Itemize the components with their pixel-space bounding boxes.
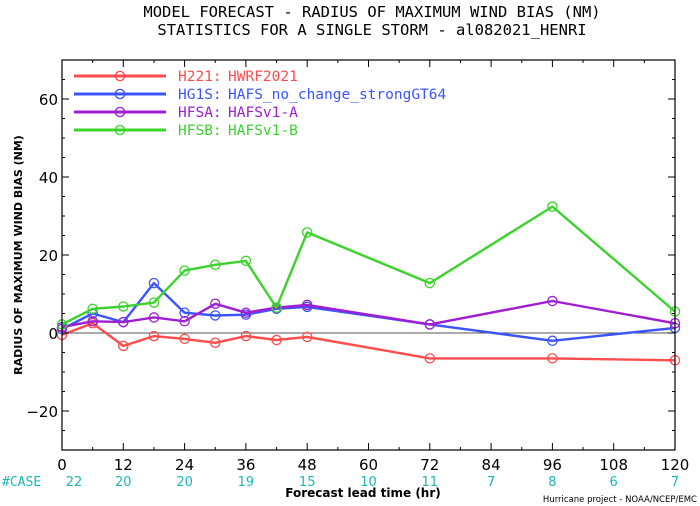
series-3-point	[301, 227, 313, 238]
x-tick-label: 84	[482, 456, 501, 474]
series-2-point	[240, 307, 252, 318]
x-tick-label: 36	[236, 456, 255, 474]
legend-name-3: HAFSv1-B	[228, 123, 298, 139]
chart-title-line-2: STATISTICS FOR A SINGLE STORM - al082021…	[157, 21, 586, 39]
legend-marker-3	[114, 124, 126, 136]
series-line-2	[61, 299, 676, 329]
x-axis-label: Forecast lead time (hr)	[285, 486, 441, 500]
series-0-point	[547, 353, 558, 364]
series-0-point	[148, 330, 160, 342]
y-tick-label: 20	[39, 247, 58, 265]
plot-frame	[61, 59, 676, 451]
legend-code-2: HFSA:	[178, 105, 222, 121]
legend-name-0: HWRF2021	[228, 69, 298, 85]
x-tick-label: 72	[420, 456, 439, 474]
series-2-point	[148, 312, 160, 323]
x-tick-label: 48	[298, 456, 317, 474]
series-0-point	[301, 331, 313, 343]
series-3-point	[547, 201, 558, 212]
x-tick-label: 24	[175, 456, 194, 474]
case-count: 19	[238, 475, 255, 490]
series-3-point	[87, 303, 98, 315]
case-count: 15	[299, 475, 316, 490]
legend-code-0: H221:	[178, 69, 222, 85]
series-3-point	[209, 259, 221, 270]
case-row-label: #CASE	[2, 475, 41, 490]
series-3-point	[240, 255, 252, 267]
series-3-point	[179, 265, 190, 276]
case-count: 6	[610, 475, 618, 490]
case-count: 10	[360, 475, 377, 490]
series-0-point	[209, 337, 221, 348]
series-0-point	[179, 333, 190, 345]
series-3-point	[424, 277, 436, 289]
legend-marker-2	[114, 106, 126, 118]
series-3-point	[148, 297, 160, 308]
case-count: 11	[422, 475, 439, 490]
credit-text: Hurricane project - NOAA/NCEP/EMC	[543, 495, 697, 505]
x-tick-label: 108	[599, 456, 628, 474]
y-tick-label: 40	[39, 169, 58, 187]
x-tick-label: 120	[661, 456, 690, 474]
series-2-point	[118, 316, 129, 328]
y-tick-label: 60	[39, 91, 58, 109]
x-tick-label: 0	[57, 456, 67, 474]
legend-code-3: HFSB:	[178, 123, 222, 139]
series-3-point	[118, 301, 129, 312]
series-line-0	[61, 322, 676, 362]
series-0-point	[240, 330, 252, 342]
case-count: 22	[66, 475, 83, 490]
series-0-point	[271, 334, 282, 346]
x-tick-label: 60	[359, 456, 378, 474]
series-1-point	[547, 335, 558, 347]
x-tick-label: 96	[543, 456, 562, 474]
case-count: 20	[115, 475, 132, 490]
legend-name-1: HAFS_no_change_strongGT64	[228, 87, 447, 103]
chart-title-line-1: MODEL FORECAST - RADIUS OF MAXIMUM WIND …	[143, 3, 600, 21]
series-2-point	[209, 298, 221, 309]
legend-marker-0	[114, 70, 126, 82]
legend-name-2: HAFSv1-A	[228, 105, 298, 121]
series-0-point	[424, 353, 436, 364]
series-line-1	[61, 281, 676, 342]
series-3-point	[271, 302, 282, 313]
x-tick-label: 12	[114, 456, 133, 474]
case-count: 7	[671, 475, 679, 490]
series-0-point	[118, 340, 129, 352]
series-2-point	[301, 299, 313, 311]
y-axis-label: RADIUS OF MAXIMUM WIND BIAS (NM)	[12, 135, 25, 375]
series-2-point	[87, 316, 98, 327]
y-tick-label: 0	[48, 325, 58, 343]
series-1-point	[148, 277, 160, 289]
y-tick-label: −20	[26, 403, 58, 421]
series-2-point	[547, 295, 558, 307]
legend-marker-1	[114, 88, 126, 100]
series-2-point	[179, 316, 190, 327]
legend-code-1: HG1S:	[178, 87, 222, 103]
case-count: 8	[548, 475, 556, 490]
series-2-point	[424, 319, 436, 330]
case-count: 20	[176, 475, 193, 490]
case-count: 7	[487, 475, 495, 490]
series-1-point	[209, 310, 221, 321]
